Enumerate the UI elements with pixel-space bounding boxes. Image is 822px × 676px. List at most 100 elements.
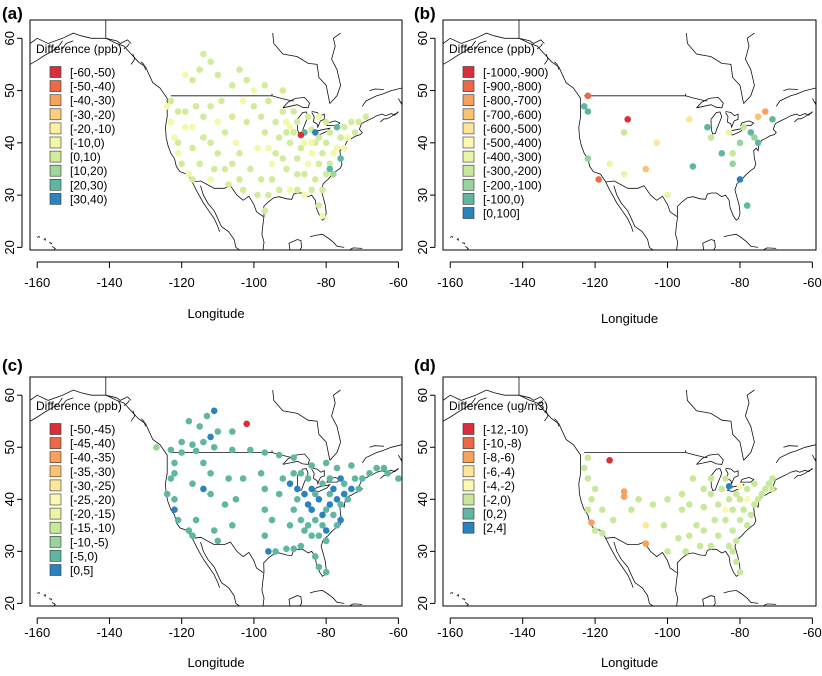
data-point bbox=[718, 150, 726, 157]
coastline bbox=[443, 397, 476, 422]
border-line bbox=[105, 37, 132, 44]
border-line bbox=[605, 180, 678, 217]
data-point bbox=[297, 516, 305, 524]
legend-swatch bbox=[462, 521, 475, 534]
data-point bbox=[722, 506, 729, 513]
data-point bbox=[272, 118, 279, 126]
data-point bbox=[584, 108, 592, 115]
y-tick-label: 30 bbox=[415, 544, 430, 558]
data-point bbox=[283, 118, 290, 126]
y-tick-label: 40 bbox=[415, 492, 430, 506]
data-point bbox=[729, 506, 736, 513]
data-point bbox=[294, 496, 301, 503]
data-points bbox=[153, 407, 402, 576]
legend-entry-label: [-45,-40) bbox=[70, 437, 115, 451]
coastline bbox=[296, 111, 309, 135]
legend-swatch bbox=[462, 150, 475, 163]
data-point bbox=[751, 480, 758, 488]
data-point bbox=[189, 480, 196, 488]
legend-entry-label: [-15,-10) bbox=[70, 521, 115, 535]
legend-swatch bbox=[49, 535, 62, 548]
data-point bbox=[185, 527, 193, 534]
data-point bbox=[330, 170, 337, 178]
data-point bbox=[384, 470, 391, 477]
plot-frame bbox=[442, 376, 817, 607]
data-point bbox=[664, 191, 671, 199]
legend-swatch bbox=[49, 507, 62, 520]
legend-swatch bbox=[462, 437, 475, 449]
x-tick-label: -80 bbox=[731, 625, 750, 640]
data-point bbox=[192, 516, 200, 524]
y-tick-label: 40 bbox=[2, 136, 17, 150]
border-line bbox=[192, 536, 264, 574]
data-point bbox=[653, 139, 660, 147]
data-point bbox=[297, 144, 305, 152]
data-point bbox=[722, 475, 729, 482]
coastline bbox=[43, 237, 46, 241]
data-point bbox=[308, 532, 316, 539]
data-point bbox=[207, 58, 214, 66]
data-point bbox=[294, 170, 301, 178]
coastline bbox=[783, 445, 798, 448]
legend-entry-label: [-10,-5) bbox=[70, 535, 109, 549]
coastline bbox=[443, 389, 634, 588]
coastline bbox=[449, 235, 454, 238]
data-point bbox=[725, 542, 733, 550]
data-point bbox=[315, 113, 323, 120]
data-point bbox=[315, 160, 323, 168]
coastline bbox=[675, 111, 813, 250]
border-line bbox=[685, 452, 708, 459]
data-point bbox=[167, 475, 175, 482]
coastline bbox=[544, 53, 549, 65]
data-point bbox=[174, 150, 182, 157]
data-point bbox=[322, 537, 330, 545]
data-point bbox=[584, 155, 592, 162]
data-point bbox=[743, 496, 751, 503]
data-point bbox=[221, 501, 229, 508]
legend-entry-label: [-700,-600) bbox=[483, 108, 542, 122]
data-point bbox=[606, 457, 613, 464]
data-point bbox=[207, 139, 214, 147]
data-point bbox=[239, 97, 247, 105]
legend-swatch bbox=[462, 108, 475, 121]
legend-swatch bbox=[49, 550, 62, 562]
data-point bbox=[322, 568, 330, 576]
y-tick-label: 40 bbox=[2, 492, 17, 506]
data-point bbox=[620, 488, 628, 495]
y-tick-label: 50 bbox=[415, 440, 430, 454]
coastline bbox=[309, 589, 345, 604]
data-point bbox=[722, 516, 729, 524]
legend-entry-label: [-10,-8) bbox=[483, 437, 522, 451]
data-point bbox=[686, 501, 693, 508]
data-point bbox=[580, 464, 588, 472]
data-point bbox=[714, 501, 722, 508]
x-tick-label: -80 bbox=[731, 275, 750, 290]
coastline bbox=[710, 111, 723, 135]
data-point bbox=[171, 459, 178, 467]
legend-swatch bbox=[462, 94, 475, 106]
coastline bbox=[51, 602, 56, 606]
data-point bbox=[591, 527, 599, 534]
y-tick-label: 20 bbox=[415, 596, 430, 610]
legend-swatch bbox=[49, 66, 62, 78]
data-point bbox=[337, 501, 344, 508]
data-point bbox=[265, 144, 272, 152]
coastline bbox=[554, 418, 560, 427]
data-point bbox=[340, 490, 348, 498]
legend-entry-label: [-35,-30) bbox=[70, 465, 115, 479]
data-point bbox=[678, 506, 686, 513]
data-point bbox=[261, 506, 269, 513]
data-point bbox=[210, 407, 218, 415]
data-point bbox=[351, 475, 359, 482]
coastline bbox=[200, 541, 240, 606]
coastline bbox=[398, 454, 402, 462]
y-tick-label: 20 bbox=[2, 240, 17, 254]
data-point bbox=[268, 176, 276, 183]
data-point bbox=[315, 563, 323, 571]
data-point bbox=[221, 129, 229, 136]
x-tick-label: -140 bbox=[96, 625, 122, 640]
data-points bbox=[163, 50, 370, 220]
coastline bbox=[554, 61, 560, 70]
data-point bbox=[736, 483, 744, 490]
data-point bbox=[265, 548, 272, 555]
